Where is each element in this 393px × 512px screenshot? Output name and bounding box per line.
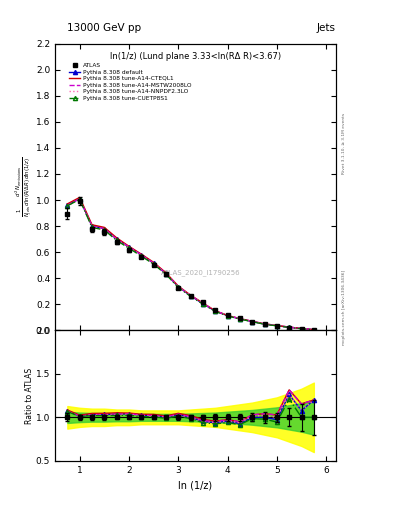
Text: ATLAS_2020_I1790256: ATLAS_2020_I1790256 — [161, 270, 241, 276]
Text: Rivet 3.1.10, ≥ 3.1M events: Rivet 3.1.10, ≥ 3.1M events — [342, 113, 346, 174]
Y-axis label: Ratio to ATLAS: Ratio to ATLAS — [26, 368, 35, 423]
Y-axis label: $\frac{1}{N_{jets}}\frac{d^2 N_{emissions}}{d\ln(R/\Delta R)\,d\ln(1/z)}$: $\frac{1}{N_{jets}}\frac{d^2 N_{emission… — [14, 157, 35, 217]
Text: mcplots.cern.ch [arXiv:1306.3436]: mcplots.cern.ch [arXiv:1306.3436] — [342, 270, 346, 345]
Text: ln(1/z) (Lund plane 3.33<ln(RΔ R)<3.67): ln(1/z) (Lund plane 3.33<ln(RΔ R)<3.67) — [110, 52, 281, 61]
Legend: ATLAS, Pythia 8.308 default, Pythia 8.308 tune-A14-CTEQL1, Pythia 8.308 tune-A14: ATLAS, Pythia 8.308 default, Pythia 8.30… — [66, 61, 193, 103]
Text: Jets: Jets — [317, 23, 336, 33]
Text: 13000 GeV pp: 13000 GeV pp — [67, 23, 141, 33]
X-axis label: ln (1/z): ln (1/z) — [178, 480, 213, 490]
